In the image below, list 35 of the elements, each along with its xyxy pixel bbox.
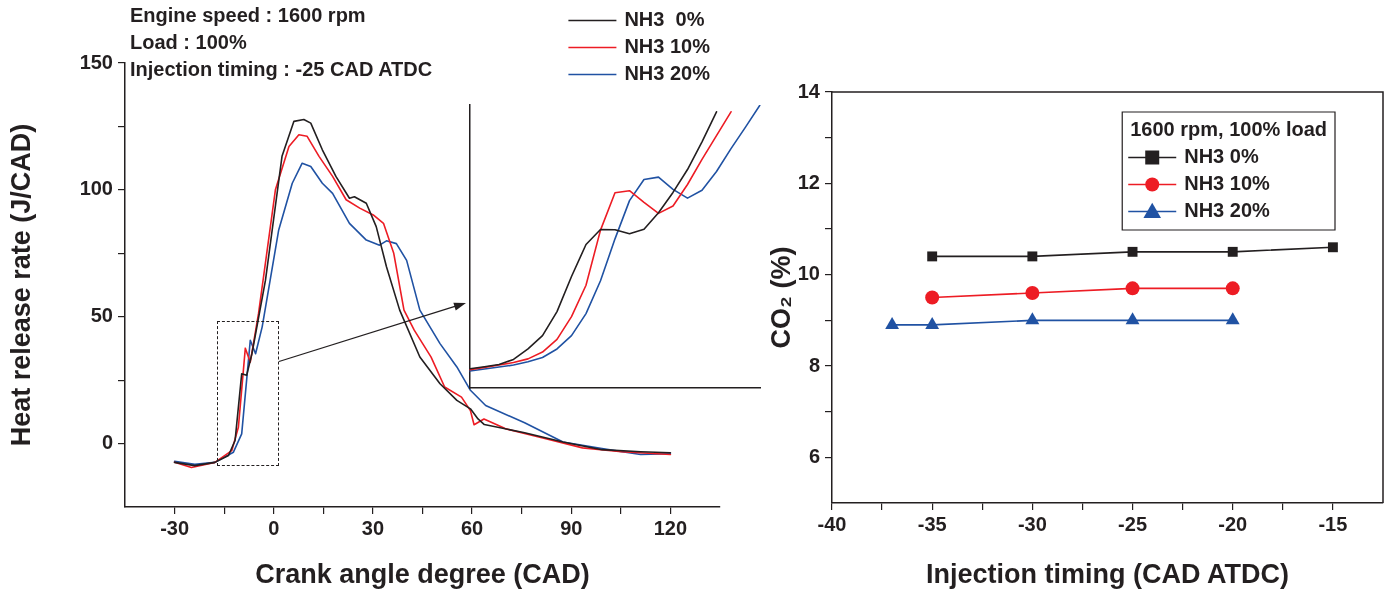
legend-label: NH3 0% bbox=[624, 8, 705, 31]
x-tick-label: 0 bbox=[268, 516, 280, 539]
x-tick-label: -40 bbox=[817, 512, 847, 535]
y-axis-title: CO₂ (%) bbox=[765, 246, 796, 349]
legend-label: NH3 0% bbox=[1184, 145, 1259, 168]
legend-label: NH3 20% bbox=[624, 62, 711, 85]
x-tick-label: -30 bbox=[160, 516, 190, 539]
y-tick-label: 0 bbox=[101, 431, 113, 454]
x-axis-title: Crank angle degree (CAD) bbox=[255, 559, 590, 590]
text: Load : 100% bbox=[130, 30, 247, 53]
annotation: Injection timing : -25 CAD ATDC bbox=[130, 57, 433, 80]
x-tick-label: 60 bbox=[460, 516, 484, 539]
x-tick-label: -30 bbox=[1017, 512, 1047, 535]
x-axis-title: Injection timing (CAD ATDC) bbox=[926, 559, 1289, 590]
x-tick-label: -15 bbox=[1318, 512, 1348, 535]
x-tick-label: 30 bbox=[361, 516, 385, 539]
legend-label: NH3 20% bbox=[1184, 199, 1271, 222]
x-tick-label: -25 bbox=[1118, 512, 1147, 535]
legend-label: NH3 10% bbox=[624, 35, 711, 58]
y-tick-label: 10 bbox=[797, 262, 820, 285]
legend-title: 1600 rpm, 100% load bbox=[1130, 118, 1328, 141]
y-tick-label: 8 bbox=[808, 353, 820, 376]
x-tick-label: 90 bbox=[560, 516, 583, 539]
y-tick-label: 150 bbox=[79, 50, 113, 73]
y-tick-label: 14 bbox=[797, 79, 821, 102]
x-tick-label: -35 bbox=[917, 512, 947, 535]
y-tick-label: 6 bbox=[808, 444, 820, 467]
text: Engine speed : 1600 rpm bbox=[130, 3, 366, 26]
x-tick-label: -20 bbox=[1218, 512, 1248, 535]
x-tick-label: 120 bbox=[653, 516, 688, 539]
y-tick-label: 100 bbox=[79, 177, 113, 200]
y-axis-title: Heat release rate (J/CAD) bbox=[5, 123, 36, 447]
y-tick-label: 12 bbox=[797, 170, 820, 193]
y-tick-label: 50 bbox=[90, 304, 113, 327]
legend-label: NH3 10% bbox=[1184, 172, 1271, 195]
